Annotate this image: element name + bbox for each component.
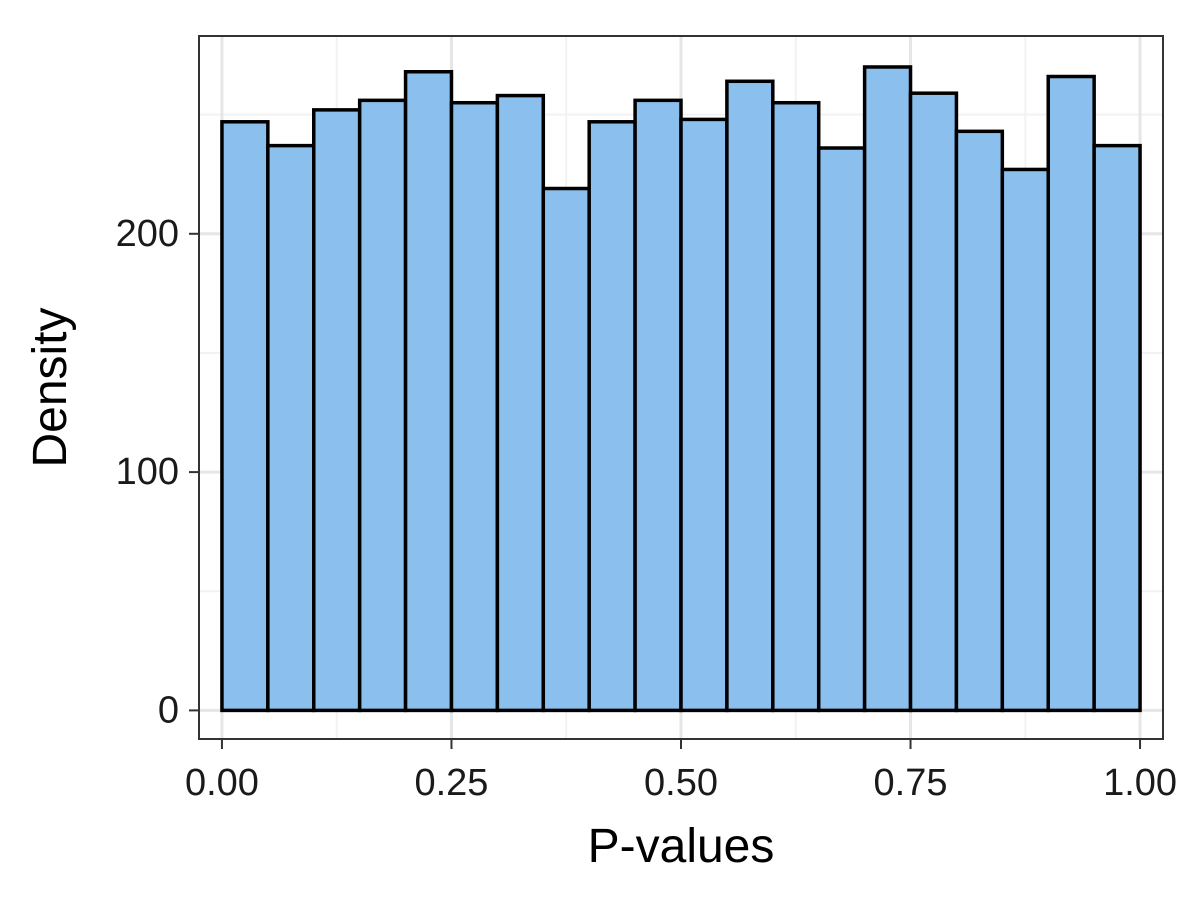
x-tick-label: 0.25 (414, 762, 488, 804)
x-axis-tick-labels: 0.00 0.25 0.50 0.75 1.00 (185, 762, 1177, 804)
histogram-bar (587, 120, 637, 713)
x-tick-label: 0.50 (644, 762, 718, 804)
histogram-bar (1092, 143, 1142, 713)
histogram-bar (312, 108, 362, 713)
histogram-bar (449, 100, 500, 713)
histogram-bar (541, 186, 591, 713)
x-tick-label: 0.00 (185, 762, 259, 804)
y-tick-label: 0 (158, 689, 179, 731)
histogram-bar (357, 98, 408, 713)
y-tick-label: 100 (116, 451, 179, 493)
histogram-bar (862, 65, 913, 713)
y-axis-title: Density (24, 307, 77, 467)
histogram-bar (816, 146, 867, 713)
x-tick-label: 1.00 (1103, 762, 1177, 804)
histogram-bar (266, 143, 316, 713)
histogram-bar (679, 117, 729, 713)
axis-ticks (189, 232, 1142, 749)
histogram-bar (954, 129, 1005, 713)
histogram-bar (1000, 167, 1050, 713)
histogram-bar (908, 91, 959, 713)
histogram-bar (403, 69, 454, 713)
x-tick-label: 0.75 (874, 762, 948, 804)
histogram-bar (1046, 74, 1096, 713)
histogram-bar (725, 79, 775, 713)
histogram-bar (771, 100, 821, 713)
histogram-bar (495, 93, 546, 713)
histogram-bars (220, 65, 1142, 713)
y-axis-tick-labels: 0 100 200 (116, 213, 179, 732)
histogram-bar (220, 120, 270, 713)
y-tick-label: 200 (116, 213, 179, 255)
histogram-bar (633, 98, 683, 713)
x-axis-title: P-values (588, 820, 775, 873)
